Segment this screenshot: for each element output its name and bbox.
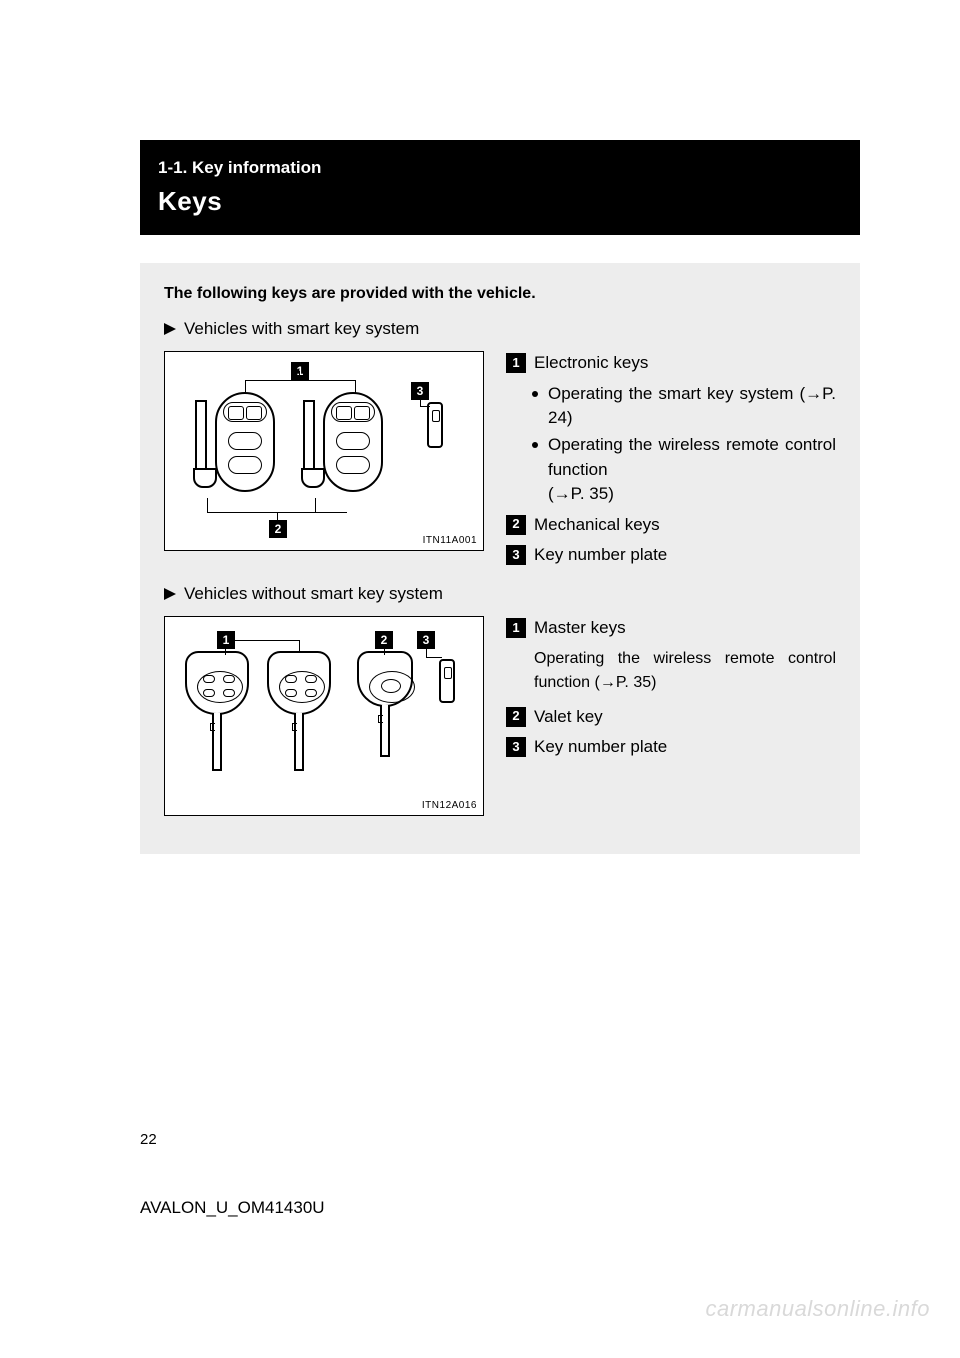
- bullet-icon: [532, 391, 538, 397]
- callout-lead: [299, 640, 300, 652]
- key-number-plate-icon: [427, 402, 443, 448]
- callout-lead: [426, 649, 427, 657]
- arrow-icon: →: [805, 384, 822, 403]
- figure-traditional-key: 1 2 3 ITN12A016: [164, 616, 484, 816]
- callout-number-icon: 3: [506, 545, 526, 565]
- callout-item: 3 Key number plate: [506, 735, 836, 760]
- callout-lead: [235, 640, 299, 641]
- section-label: 1-1. Key information: [158, 158, 860, 178]
- row-smart-key: 1 3 2 ITN11A001 1 Ele: [164, 351, 836, 574]
- mechanical-key-icon: [303, 400, 315, 472]
- callout-tag: 1: [291, 362, 309, 380]
- figure-code: ITN11A001: [423, 535, 477, 546]
- triangle-icon: [164, 323, 176, 335]
- subhead-text: Vehicles without smart key system: [184, 584, 443, 604]
- figure-code: ITN12A016: [422, 800, 477, 811]
- callout-number-icon: 1: [506, 618, 526, 638]
- callout-item: 3 Key number plate: [506, 543, 836, 568]
- bullet-icon: [532, 442, 538, 448]
- callout-lead: [420, 406, 430, 407]
- callout-text: Key number plate: [534, 735, 836, 760]
- manual-page: 1-1. Key information Keys The following …: [0, 0, 960, 1358]
- watermark: carmanualsonline.info: [705, 1296, 930, 1322]
- callout-lead: [384, 649, 385, 655]
- callout-item: 2 Mechanical keys: [506, 513, 836, 538]
- section-header: 1-1. Key information Keys: [140, 140, 860, 235]
- master-key-icon: [267, 651, 331, 771]
- callout-lead: [245, 380, 246, 394]
- callout-bullet: Operating the wireless remote control fu…: [532, 433, 836, 507]
- key-number-plate-icon: [439, 659, 455, 703]
- callout-bullet: Operating the smart key system (→P. 24): [532, 382, 836, 431]
- callout-text: Key number plate: [534, 543, 836, 568]
- callout-lead: [426, 657, 442, 658]
- triangle-icon: [164, 588, 176, 600]
- callout-tag: 1: [217, 631, 235, 649]
- callout-text: Valet key: [534, 705, 836, 730]
- callout-lead: [245, 380, 355, 381]
- intro-text: The following keys are provided with the…: [164, 285, 836, 303]
- subhead-no-smart-key: Vehicles without smart key system: [164, 584, 836, 604]
- bullet-text: Operating the wireless remote control fu…: [548, 433, 836, 507]
- document-code: AVALON_U_OM41430U: [140, 1198, 325, 1218]
- smart-key-fob: [323, 392, 383, 492]
- callout-lead: [315, 498, 316, 512]
- figure-smart-key: 1 3 2 ITN11A001: [164, 351, 484, 551]
- callout-subnote: Operating the wireless remote control fu…: [534, 647, 836, 695]
- arrow-icon: →: [554, 484, 571, 503]
- mechanical-key-icon: [195, 400, 207, 472]
- smart-key-fob: [215, 392, 275, 492]
- callout-number-icon: 1: [506, 353, 526, 373]
- callout-text: Mechanical keys: [534, 513, 836, 538]
- row-no-smart-key: 1 2 3 ITN12A016 1 Master keys: [164, 616, 836, 816]
- callout-tag: 2: [269, 520, 287, 538]
- callout-lead: [299, 371, 300, 380]
- callout-tag: 2: [375, 631, 393, 649]
- callout-tag: 3: [411, 382, 429, 400]
- callout-lead: [355, 380, 356, 394]
- content-box: The following keys are provided with the…: [140, 263, 860, 854]
- callout-lead: [225, 649, 226, 655]
- callout-number-icon: 2: [506, 707, 526, 727]
- section-title: Keys: [158, 186, 860, 217]
- master-key-icon: [185, 651, 249, 771]
- arrow-icon: →: [600, 674, 616, 691]
- callout-item: 1 Master keys: [506, 616, 836, 641]
- subhead-text: Vehicles with smart key system: [184, 319, 419, 339]
- callout-lead: [207, 498, 208, 512]
- page-number: 22: [140, 1131, 157, 1148]
- callout-lead: [277, 512, 278, 521]
- callout-item: 1 Electronic keys: [506, 351, 836, 376]
- callout-text: Master keys: [534, 616, 836, 641]
- callout-text: Electronic keys: [534, 351, 836, 376]
- callout-list-traditional: 1 Master keys Operating the wireless rem…: [506, 616, 836, 766]
- callout-list-smart: 1 Electronic keys Operating the smart ke…: [506, 351, 836, 574]
- bullet-text: Operating the smart key system (→P. 24): [548, 382, 836, 431]
- callout-item: 2 Valet key: [506, 705, 836, 730]
- callout-number-icon: 2: [506, 515, 526, 535]
- callout-tag: 3: [417, 631, 435, 649]
- callout-number-icon: 3: [506, 737, 526, 757]
- subhead-smart-key: Vehicles with smart key system: [164, 319, 836, 339]
- valet-key-icon: [357, 651, 413, 757]
